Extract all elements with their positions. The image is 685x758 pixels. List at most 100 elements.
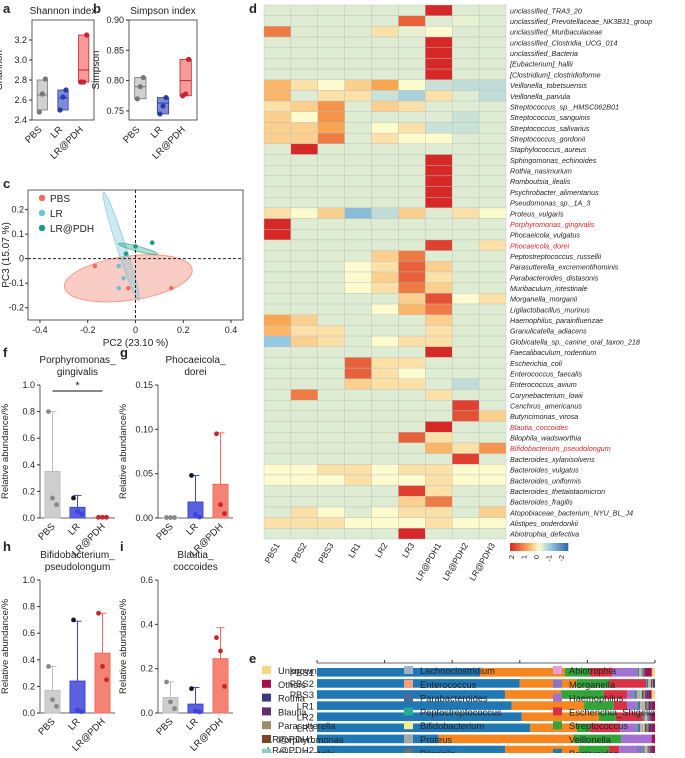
pca-point-PBS [169, 286, 174, 291]
data-point [135, 96, 140, 101]
heatmap-cell [318, 389, 345, 400]
heatmap-cell [479, 528, 506, 539]
legend-swatch-Bilophila [404, 749, 413, 753]
heatmap-cell [398, 486, 425, 497]
segment-Haemophilus [621, 735, 651, 744]
y-tick-label: 0.90 [106, 15, 124, 25]
data-point [141, 75, 146, 80]
heatmap-cell [479, 251, 506, 262]
heatmap-cell [372, 101, 399, 112]
heatmap-cell [398, 48, 425, 59]
heatmap-cell [372, 389, 399, 400]
heatmap-cell [291, 208, 318, 219]
segment-Others [648, 690, 651, 699]
y-tick-label: 0.2 [22, 486, 35, 496]
heatmap-cell [345, 528, 372, 539]
heatmap-cell [345, 347, 372, 358]
heatmap-cell [425, 144, 452, 155]
data-point [54, 704, 59, 709]
heatmap-col-label: LR2 [373, 541, 390, 560]
heatmap-cell [452, 400, 479, 411]
heatmap-row-label: Parasutterella_excrementihominis [510, 263, 619, 272]
segment-Parabacteroides [635, 690, 637, 699]
heatmap-cell [318, 293, 345, 304]
barchart-h: Bifidobacterium_pseudolongum0.00.20.40.6… [0, 550, 115, 753]
heatmap-cell [425, 315, 452, 326]
legend-label: Escherichia_Shigella [569, 707, 656, 717]
heatmap-cell [264, 347, 291, 358]
heatmap-row-label: Blautia_coccoides [510, 423, 568, 432]
data-point [43, 76, 48, 81]
heatmap-cell [425, 443, 452, 454]
heatmap-cell [345, 283, 372, 294]
y-tick-label: 3.0 [14, 55, 27, 65]
data-point [46, 664, 51, 669]
segment-Parasutterella [647, 724, 649, 733]
heatmap-cell [291, 90, 318, 101]
heatmap-cell [452, 293, 479, 304]
heatmap-cell [425, 400, 452, 411]
heatmap-row-label: Streptococcus_gordonii [510, 134, 586, 143]
heatmap-cell [318, 454, 345, 465]
heatmap-cell [479, 347, 506, 358]
heatmap-cell [479, 304, 506, 315]
heatmap-cell [291, 411, 318, 422]
heatmap-row-label: Proteus_vulgaris [510, 209, 564, 218]
heatmap-cell [425, 240, 452, 251]
heatmap-cell [398, 336, 425, 347]
heatmap-cell [425, 347, 452, 358]
heatmap-cell [398, 251, 425, 262]
heatmap-cell [425, 261, 452, 272]
x-tick-label: 0.4 [225, 325, 238, 335]
panel-label-f: f [3, 345, 8, 360]
heatmap-row-label: Psychrobacter_alimentarius [510, 188, 599, 197]
heatmap-cell [264, 58, 291, 69]
legend-label: Proteus [420, 735, 452, 745]
heatmap-cell [398, 422, 425, 433]
heatmap-cell [318, 80, 345, 91]
heatmap-cell [479, 16, 506, 27]
segment-Porphyromonas [648, 746, 649, 753]
heatmap-cell [398, 122, 425, 133]
heatmap-cell [318, 432, 345, 443]
heatmap-cell [345, 261, 372, 272]
heatmap-cell [452, 69, 479, 80]
heatmap-cell [398, 357, 425, 368]
heatmap-cell [345, 486, 372, 497]
heatmap-col-label: PBS1 [262, 541, 282, 565]
heatmap-cell [479, 357, 506, 368]
legend-label: LR@PDH [50, 224, 94, 235]
segment-Parabacteroides [644, 746, 645, 753]
data-point [214, 431, 219, 436]
heatmap-cell [291, 112, 318, 123]
legend-swatch-Granulicatella [262, 749, 271, 753]
heatmap-row-label: [Clostridium]_clostridioforme [509, 70, 601, 79]
segment-Rothia [647, 690, 649, 699]
heatmap-cell [452, 112, 479, 123]
y-tick-label: 0.6 [22, 433, 35, 443]
segment-Enterococcus [640, 724, 642, 733]
heatmap-row-label: Bifidobacterium_pseudolongum [510, 444, 611, 453]
heatmap-cell [425, 133, 452, 144]
data-point [186, 57, 191, 62]
legend-swatch-Bifidobacterium [404, 721, 413, 729]
data-point [84, 32, 89, 37]
heatmap-cell [345, 336, 372, 347]
legend-swatch-Proteus [404, 735, 413, 743]
heatmap-cell [398, 432, 425, 443]
heatmap-row-label: Bacteroides_xylanisolvens [510, 455, 595, 464]
pca-point-PBS [126, 286, 131, 291]
data-point [214, 635, 219, 640]
legend-swatch-Morganella [553, 680, 562, 688]
segment-Blautia [653, 679, 654, 688]
heatmap-cell [345, 475, 372, 486]
heatmap-cell [398, 112, 425, 123]
heatmap-row-label: Pseudomonas_sp._1A_3 [510, 199, 590, 208]
heatmap-cell [291, 251, 318, 262]
y-tick-label: 0 [19, 254, 24, 264]
stacked-bars: PBS1PBS2PBS3LR1LR2LR3LR@PDH1LR@PDH2LR@PD… [262, 660, 656, 753]
segment-Granulicatella [643, 724, 645, 733]
heatmap-cell [345, 26, 372, 37]
heatmap-cell [345, 325, 372, 336]
legend-label: Abiotrophia [569, 666, 617, 676]
